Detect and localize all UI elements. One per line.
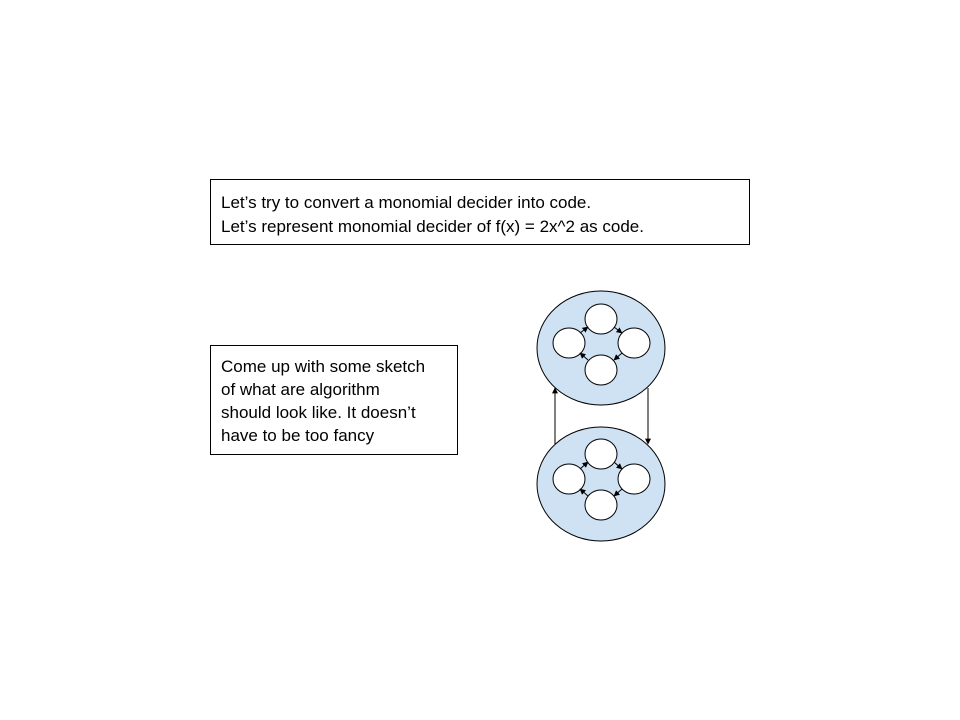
bottom-node-left xyxy=(552,463,586,495)
intro-line-2: Let’s represent monomial decider of f(x)… xyxy=(221,217,644,236)
intro-line-1: Let’s try to convert a monomial decider … xyxy=(221,193,592,212)
top-arrow-left-to-top xyxy=(579,326,589,334)
top-group xyxy=(536,290,666,406)
sketch-note-line-3: should look like. It doesn’t xyxy=(221,403,416,422)
sketch-note-line-1: Come up with some sketch xyxy=(221,357,426,376)
sketch-note-box: Come up with some sketch of what are alg… xyxy=(210,345,458,455)
top-node-right xyxy=(617,327,651,359)
bottom-arrow-bottom-to-left xyxy=(579,488,589,497)
bottom-arrow-right-to-bottom xyxy=(613,488,623,497)
sketch-note-line-4: have to be too fancy xyxy=(221,426,375,445)
bottom-node-right xyxy=(617,463,651,495)
top-outer-circle xyxy=(536,290,666,406)
bottom-node-bottom xyxy=(584,489,618,521)
top-node-left xyxy=(552,327,586,359)
top-node-bottom xyxy=(584,354,618,386)
bottom-node-top xyxy=(584,438,618,470)
sketch-note-line-2: of what are algorithm xyxy=(221,380,380,399)
top-arrow-bottom-to-left xyxy=(579,352,589,361)
top-node-top xyxy=(584,303,618,335)
top-arrow-right-to-bottom xyxy=(613,352,623,361)
bottom-group xyxy=(536,426,666,542)
bottom-arrow-top-to-right xyxy=(613,461,623,470)
bottom-arrow-left-to-top xyxy=(579,461,589,470)
intro-text-box: Let’s try to convert a monomial decider … xyxy=(210,179,750,245)
bottom-outer-circle xyxy=(536,426,666,542)
top-arrow-top-to-right xyxy=(613,326,623,334)
